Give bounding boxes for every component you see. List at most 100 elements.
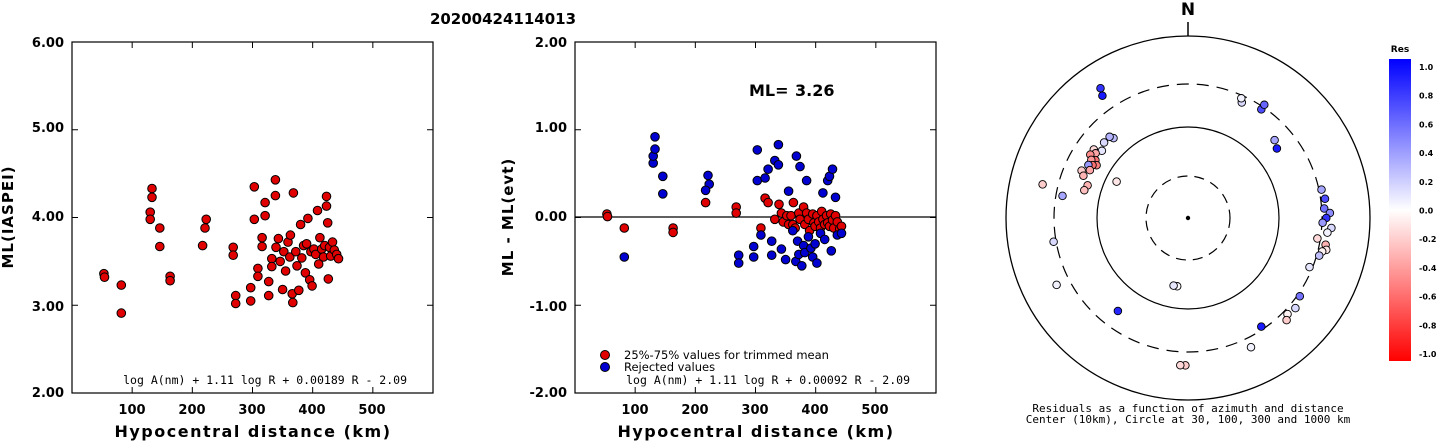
station-marker bbox=[1260, 100, 1269, 110]
ring-100km bbox=[1096, 126, 1280, 310]
panel-ml-vs-distance: 2.00 3.00 4.00 5.00 6.00 100 200 300 400… bbox=[0, 36, 434, 441]
y-tick-label: 3.00 bbox=[32, 300, 64, 315]
ml-value: 3.26 bbox=[795, 81, 834, 100]
colorbar-tick-label: -0.4 bbox=[1419, 264, 1437, 273]
data-point bbox=[760, 173, 770, 183]
station-marker bbox=[1317, 185, 1326, 194]
data-point bbox=[763, 197, 773, 208]
station-marker bbox=[1079, 171, 1088, 180]
data-point bbox=[230, 290, 241, 301]
legend-marker-rejected bbox=[600, 362, 610, 372]
data-point bbox=[253, 271, 263, 282]
y-tick-label: -2.00 bbox=[530, 386, 567, 401]
data-point bbox=[270, 175, 281, 185]
colorbar-tick-label: -0.8 bbox=[1419, 321, 1437, 330]
data-point bbox=[288, 297, 298, 308]
station-marker bbox=[1080, 185, 1089, 195]
data-point bbox=[786, 210, 796, 221]
ring-300km bbox=[1053, 83, 1323, 353]
y-axis-label: ML(IASPEI) bbox=[0, 165, 17, 268]
station-marker bbox=[1058, 191, 1067, 201]
data-point bbox=[147, 183, 157, 194]
data-point bbox=[291, 246, 301, 257]
station-marker bbox=[1085, 165, 1095, 175]
station-marker bbox=[1112, 177, 1121, 186]
data-point bbox=[313, 259, 324, 269]
colorbar-tick-label: -0.2 bbox=[1419, 235, 1437, 244]
x-axis-label: Hypocentral distance (km) bbox=[617, 422, 894, 441]
x-tick-label: 300 bbox=[741, 403, 768, 418]
station-marker bbox=[1246, 342, 1256, 352]
data-point bbox=[253, 263, 263, 274]
data-points bbox=[602, 132, 847, 271]
colorbar: Res 1.0 0.8 0.6 0.4 0.2 0.0 -0.2 -0.4 -0.6 -0.8 -1… bbox=[1389, 45, 1437, 361]
ml-label: ML= bbox=[749, 81, 789, 100]
station-marker bbox=[1049, 237, 1058, 246]
station-marker bbox=[1313, 234, 1322, 243]
data-point bbox=[602, 211, 613, 222]
data-point bbox=[249, 182, 260, 192]
data-point bbox=[650, 132, 660, 142]
data-point bbox=[303, 213, 313, 224]
data-point bbox=[333, 253, 344, 264]
station-marker bbox=[1099, 138, 1109, 147]
data-point bbox=[650, 144, 660, 154]
station-marker bbox=[1098, 91, 1107, 100]
data-point bbox=[279, 246, 289, 257]
x-tick-label: 500 bbox=[861, 403, 888, 418]
figure-title: 20200424114013 bbox=[430, 10, 576, 28]
x-tick-label: 500 bbox=[358, 403, 385, 418]
data-point bbox=[271, 242, 281, 253]
data-point bbox=[803, 232, 814, 242]
y-tick-labels: -2.00 -1.00 0.00 1.00 2.00 bbox=[530, 36, 567, 401]
x-tick-label: 200 bbox=[681, 403, 708, 418]
data-point bbox=[249, 214, 260, 225]
data-point bbox=[280, 266, 291, 276]
station-marker bbox=[1176, 360, 1185, 370]
axis-ticks bbox=[575, 42, 936, 393]
data-point bbox=[260, 197, 270, 208]
data-point bbox=[323, 274, 334, 284]
station-marker bbox=[1305, 262, 1314, 272]
station-marker bbox=[1113, 306, 1123, 316]
data-point bbox=[733, 258, 744, 268]
data-point bbox=[801, 175, 812, 186]
data-point bbox=[788, 225, 798, 236]
station-marker bbox=[1038, 180, 1047, 189]
data-point bbox=[277, 284, 288, 295]
colorbar-tick-label: 0.6 bbox=[1419, 120, 1434, 129]
y-tick-label: 1.00 bbox=[535, 121, 567, 136]
y-tick-label: 6.00 bbox=[32, 36, 64, 51]
data-point bbox=[285, 230, 296, 240]
data-point bbox=[267, 261, 277, 272]
data-point bbox=[275, 256, 286, 267]
data-point bbox=[257, 232, 267, 243]
legend-label-rejected: Rejected values bbox=[624, 360, 715, 374]
data-point bbox=[257, 241, 267, 252]
data-point bbox=[165, 275, 175, 286]
colorbar-tick-label: 1.0 bbox=[1419, 63, 1434, 72]
colorbar-title: Res bbox=[1391, 45, 1409, 55]
data-point bbox=[294, 285, 304, 296]
x-tick-label: 400 bbox=[801, 403, 828, 418]
data-point bbox=[783, 186, 794, 196]
data-point bbox=[228, 250, 238, 260]
y-tick-label: 0.00 bbox=[535, 210, 567, 225]
data-point bbox=[703, 170, 713, 181]
data-point bbox=[791, 151, 802, 161]
data-point bbox=[200, 223, 210, 233]
data-point bbox=[773, 160, 784, 170]
station-marker bbox=[1323, 228, 1332, 237]
data-point bbox=[770, 214, 780, 225]
data-point bbox=[285, 252, 295, 262]
data-point bbox=[260, 210, 270, 221]
data-point bbox=[827, 164, 838, 174]
data-point bbox=[756, 230, 766, 240]
data-point bbox=[766, 250, 777, 260]
data-point bbox=[733, 250, 744, 260]
data-point bbox=[752, 145, 763, 155]
panel-azimuth-residuals: N Residuals as a function of azimuth and… bbox=[1005, 0, 1371, 426]
ring-1000km bbox=[1005, 35, 1371, 401]
data-point bbox=[327, 237, 338, 247]
